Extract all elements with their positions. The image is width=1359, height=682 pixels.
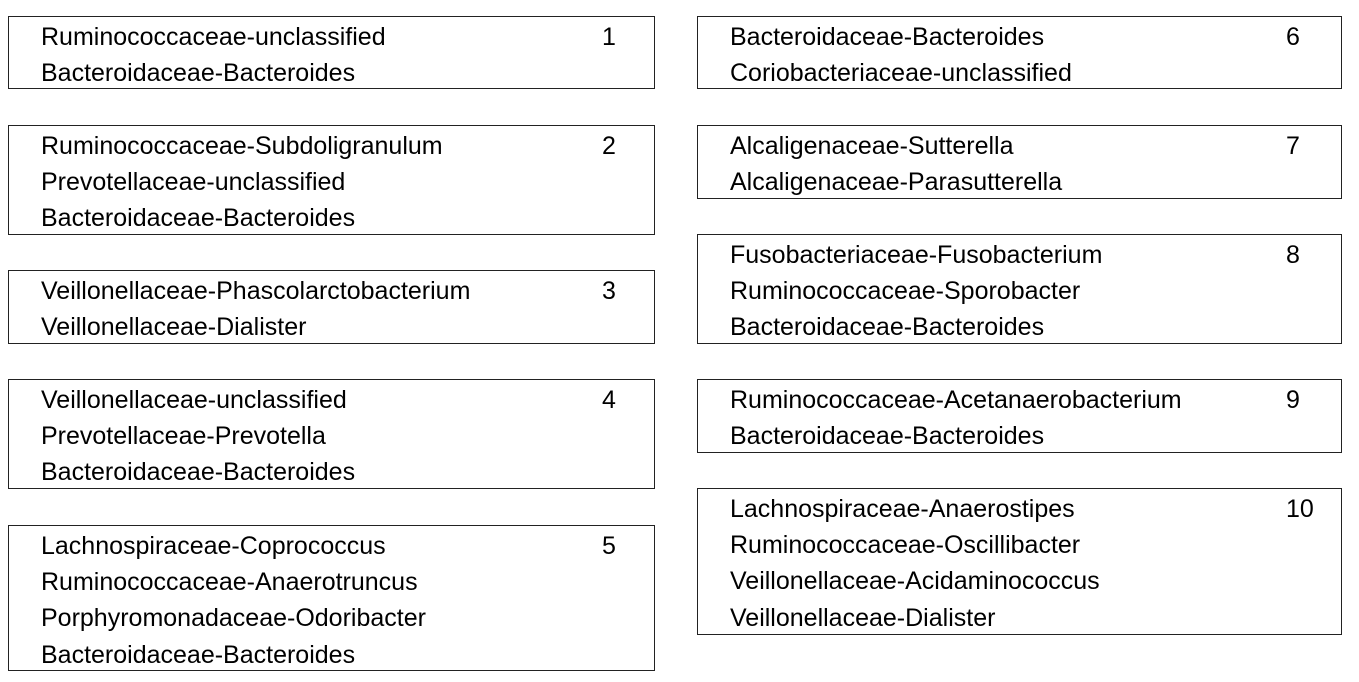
cluster-number: 9 (1286, 386, 1300, 414)
taxon-label: Alcaligenaceae-Parasutterella (730, 168, 1063, 197)
cluster-box-3: Veillonellaceae-Phascolarctobacterium Ve… (8, 270, 655, 344)
taxon-label: Ruminococcaceae-Sporobacter (730, 277, 1081, 306)
taxon-label: Lachnospiraceae-Anaerostipes (730, 495, 1075, 523)
taxa-list: Ruminococcaceae-Subdoligranulum Prevotel… (41, 128, 443, 237)
taxa-list: Alcaligenaceae-Sutterella Alcaligenaceae… (730, 128, 1062, 200)
cluster-number: 8 (1286, 241, 1300, 269)
taxon-label: Bacteroidaceae-Bacteroides (730, 23, 1045, 51)
cluster-number: 6 (1286, 23, 1300, 51)
cluster-number: 10 (1286, 495, 1314, 523)
taxon-label: Veillonellaceae-Dialister (730, 603, 996, 632)
taxa-list: Bacteroidaceae-Bacteroides Coriobacteria… (730, 19, 1072, 91)
cluster-box-9: Ruminococcaceae-Acetanaerobacterium Bact… (697, 379, 1342, 453)
cluster-box-6: Bacteroidaceae-Bacteroides Coriobacteria… (697, 16, 1342, 89)
taxon-label: Veillonellaceae-Dialister (41, 313, 307, 342)
cluster-box-7: Alcaligenaceae-Sutterella Alcaligenaceae… (697, 125, 1342, 199)
taxon-label: Ruminococcaceae-Acetanaerobacterium (730, 386, 1182, 414)
cluster-number: 3 (602, 277, 616, 305)
cluster-box-8: Fusobacteriaceae-Fusobacterium Ruminococ… (697, 234, 1342, 344)
taxon-label: Fusobacteriaceae-Fusobacterium (730, 241, 1103, 269)
taxa-list: Lachnospiraceae-Anaerostipes Ruminococca… (730, 491, 1100, 636)
taxon-label: Porphyromonadaceae-Odoribacter (41, 604, 426, 633)
taxa-list: Fusobacteriaceae-Fusobacterium Ruminococ… (730, 237, 1102, 346)
cluster-box-5: Lachnospiraceae-Coprococcus Ruminococcac… (8, 525, 655, 671)
taxon-label: Bacteroidaceae-Bacteroides (41, 204, 356, 233)
taxon-label: Ruminococcaceae-Subdoligranulum (41, 132, 443, 160)
taxa-list: Ruminococcaceae-unclassified Bacteroidac… (41, 19, 386, 91)
taxon-label: Bacteroidaceae-Bacteroides (41, 640, 356, 669)
taxon-label: Alcaligenaceae-Sutterella (730, 132, 1014, 160)
cluster-box-10: Lachnospiraceae-Anaerostipes Ruminococca… (697, 488, 1342, 635)
taxon-label: Prevotellaceae-Prevotella (41, 422, 326, 451)
taxa-list: Lachnospiraceae-Coprococcus Ruminococcac… (41, 528, 426, 673)
taxon-label: Coriobacteriaceae-unclassified (730, 59, 1072, 88)
cluster-box-4: Veillonellaceae-unclassified Prevotellac… (8, 379, 655, 489)
taxon-label: Veillonellaceae-Acidaminococcus (730, 567, 1100, 596)
taxon-label: Bacteroidaceae-Bacteroides (41, 458, 356, 487)
cluster-box-1: Ruminococcaceae-unclassified Bacteroidac… (8, 16, 655, 89)
taxa-list: Veillonellaceae-Phascolarctobacterium Ve… (41, 273, 470, 345)
taxa-list: Ruminococcaceae-Acetanaerobacterium Bact… (730, 382, 1182, 454)
taxon-label: Prevotellaceae-unclassified (41, 168, 346, 197)
taxa-list: Veillonellaceae-unclassified Prevotellac… (41, 382, 355, 491)
cluster-number: 1 (602, 23, 616, 51)
taxon-label: Ruminococcaceae-Oscillibacter (730, 531, 1081, 560)
taxon-label: Lachnospiraceae-Coprococcus (41, 532, 386, 560)
taxon-label: Bacteroidaceae-Bacteroides (730, 422, 1045, 451)
cluster-number: 5 (602, 532, 616, 560)
cluster-number: 2 (602, 132, 616, 160)
taxon-label: Bacteroidaceae-Bacteroides (730, 313, 1045, 342)
taxon-label: Veillonellaceae-unclassified (41, 386, 347, 414)
cluster-box-2: Ruminococcaceae-Subdoligranulum Prevotel… (8, 125, 655, 235)
taxon-label: Ruminococcaceae-Anaerotruncus (41, 568, 418, 597)
taxon-label: Ruminococcaceae-unclassified (41, 23, 386, 51)
taxon-label: Veillonellaceae-Phascolarctobacterium (41, 277, 471, 305)
cluster-number: 7 (1286, 132, 1300, 160)
cluster-number: 4 (602, 386, 616, 414)
taxon-label: Bacteroidaceae-Bacteroides (41, 59, 356, 88)
